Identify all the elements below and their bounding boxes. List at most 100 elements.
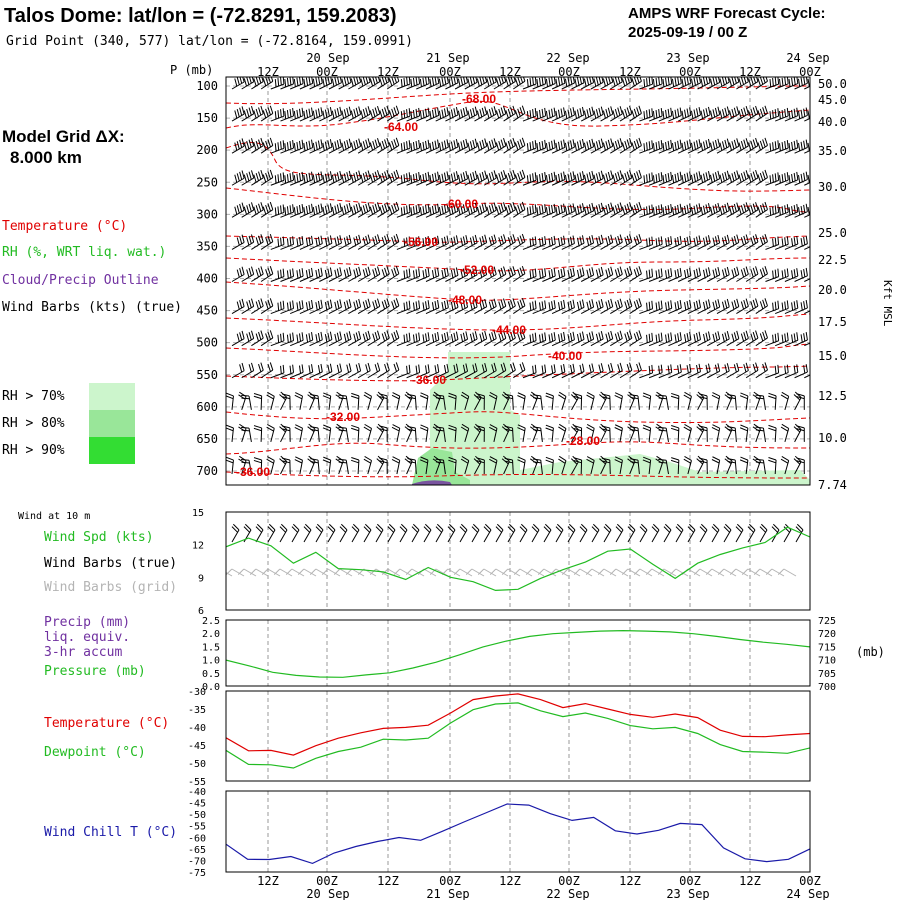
wind-barb — [697, 138, 711, 154]
isotherm — [226, 257, 810, 272]
wind-barb — [571, 299, 585, 315]
wind-barb — [697, 267, 711, 282]
wind-barb — [630, 426, 640, 442]
isotherm-label: -36.00 — [236, 465, 270, 479]
wind-barb — [629, 201, 642, 218]
wind-barb — [580, 77, 595, 90]
wind-barb — [668, 171, 682, 186]
wind-barb — [600, 170, 614, 186]
wind-barb — [513, 362, 526, 379]
wind-barb — [648, 77, 663, 90]
wind-barb — [464, 138, 478, 154]
wind-barb — [241, 362, 255, 379]
wind-barb — [551, 364, 566, 379]
wind-barb — [260, 362, 274, 379]
wind-barb-true — [291, 523, 300, 543]
wind-barb — [270, 108, 285, 122]
wind-barb — [460, 423, 470, 443]
wind-barb — [794, 139, 808, 154]
isotherm-label: -68.00 — [462, 92, 496, 106]
wind-barb — [726, 77, 740, 90]
wind-barb — [241, 458, 252, 475]
wind-barb — [580, 363, 595, 379]
wind-barb — [348, 77, 362, 90]
wind-barb — [629, 298, 642, 315]
wind-barb — [670, 425, 680, 442]
top-hour-label: 12Z — [739, 65, 761, 79]
wind-barb — [503, 298, 516, 315]
wind-barb-grid — [741, 568, 761, 577]
wind-barb — [697, 363, 711, 379]
wind-barb — [697, 171, 711, 186]
wind-barb — [290, 332, 304, 347]
wind-barb — [493, 138, 507, 154]
wind-barb — [658, 364, 673, 379]
wind-chill-tick-label: -40 — [188, 787, 206, 798]
wind-barb — [804, 207, 810, 218]
wind-barb — [726, 362, 740, 379]
wind-barb — [260, 201, 274, 218]
legend-wind-spd: Wind Spd (kts) — [44, 530, 154, 545]
wind-barb — [309, 299, 323, 315]
wind-barb — [658, 426, 669, 442]
wind-barb — [619, 298, 633, 315]
wind-barb — [483, 106, 497, 122]
wind-barb-grid — [237, 568, 257, 577]
wind-barb — [522, 108, 537, 122]
legend-rh: RH (%, WRT liq. wat.) — [2, 245, 166, 260]
wind-barb-grid — [729, 568, 749, 577]
wind-barb — [226, 456, 234, 475]
wind-barb — [610, 106, 623, 122]
wind-barb-grid — [285, 568, 305, 577]
wind-barb — [619, 137, 633, 154]
wind-barb — [328, 267, 342, 282]
wind-barb — [745, 266, 759, 282]
wind-barb — [406, 204, 421, 218]
wind-barb — [363, 423, 372, 443]
isotherm-label: -48.00 — [448, 293, 482, 307]
wind-barb — [391, 456, 401, 475]
wind-barb — [231, 138, 245, 154]
wind-barb — [474, 170, 488, 186]
wind-barb — [396, 77, 411, 90]
pressure-tick-label: 350 — [196, 239, 218, 253]
legend-temperature: Temperature (°C) — [2, 219, 127, 234]
wind-barb — [396, 172, 411, 186]
wind-barb — [319, 77, 333, 90]
wind-barb-true — [543, 523, 552, 543]
wind-barb — [348, 106, 362, 122]
isotherm — [226, 281, 810, 301]
wind-barb — [483, 330, 497, 347]
wind-barb — [699, 457, 708, 475]
wind-barb — [445, 331, 459, 347]
wind-barb — [687, 139, 702, 154]
wind-barb — [529, 455, 539, 475]
wind-barb — [726, 202, 740, 218]
wind-barb — [699, 425, 708, 442]
wind-barb — [683, 456, 692, 475]
wind-barb — [736, 330, 749, 347]
wind-barb — [377, 362, 390, 379]
top-day-label: 21 Sep — [426, 51, 469, 65]
wind-barb — [765, 204, 780, 218]
wind-barb — [561, 235, 575, 250]
legend-cloud: Cloud/Precip Outline — [2, 273, 159, 288]
wind-barb — [294, 392, 303, 410]
wind-barb — [601, 393, 611, 410]
wind-barb — [765, 332, 780, 347]
wind-barb — [280, 332, 295, 347]
wind-barb — [357, 138, 371, 154]
wind-barb — [425, 267, 440, 282]
wind-barb — [573, 425, 583, 442]
wind-barb — [736, 106, 749, 122]
pressure-tick-label: 650 — [196, 432, 218, 446]
wind-barb — [290, 139, 304, 154]
bottom-hour-label: 12Z — [499, 874, 521, 888]
wind-barb — [377, 105, 390, 122]
height-tick-label: 7.74 — [818, 478, 847, 492]
wind-barb — [630, 458, 640, 475]
wind-barb — [775, 77, 789, 90]
wind-barb — [571, 331, 585, 347]
wind-barb — [299, 267, 314, 282]
wind-barb — [784, 171, 799, 186]
